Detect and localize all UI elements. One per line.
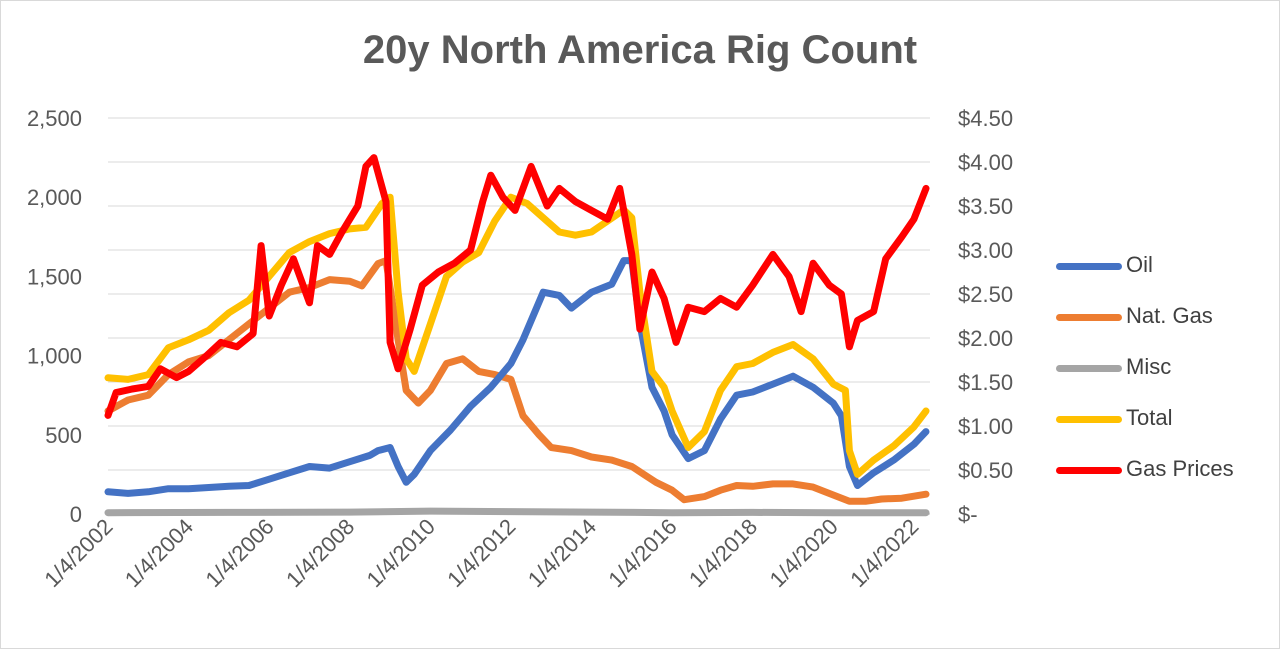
legend-label: Gas Prices: [1126, 456, 1234, 481]
legend-item: Misc: [1056, 354, 1276, 405]
right-tick-label: $1.00: [958, 414, 1013, 439]
legend-item: Gas Prices: [1056, 456, 1276, 507]
left-tick-label: 2,000: [27, 185, 82, 210]
right-tick-label: $0.50: [958, 458, 1013, 483]
legend-item: Nat. Gas: [1056, 303, 1276, 354]
left-axis-ticks: 0 500 1,000 1,500 2,000 2,500: [27, 106, 82, 527]
series-lines: [104, 154, 930, 517]
legend: Oil Nat. Gas Misc Total Gas Prices: [1056, 252, 1276, 507]
right-axis-ticks: $- $0.50 $1.00 $1.50 $2.00 $2.50 $3.00 $3.50 $4.…: [958, 106, 1013, 527]
legend-label: Misc: [1126, 354, 1172, 379]
right-tick-label: $1.50: [958, 370, 1013, 395]
left-tick-label: 500: [45, 423, 82, 448]
gridlines: [108, 117, 930, 515]
legend-label: Oil: [1126, 252, 1153, 277]
x-tick-label: 1/4/2012: [442, 514, 520, 592]
series-line-oil: [104, 257, 930, 497]
left-tick-label: 1,500: [27, 264, 82, 289]
right-tick-label: $2.00: [958, 326, 1013, 351]
legend-label: Nat. Gas: [1126, 303, 1213, 328]
series-line-misc: [104, 507, 930, 517]
legend-swatch: [1056, 365, 1122, 372]
x-tick-label: 1/4/2014: [523, 514, 601, 592]
x-tick-label: 1/4/2006: [200, 514, 278, 592]
series-line-gas-prices: [104, 154, 930, 419]
chart-title: 20y North America Rig Count: [362, 28, 918, 72]
right-tick-label: $4.50: [958, 106, 1013, 131]
x-tick-label: 1/4/2022: [845, 514, 923, 592]
right-tick-label: $3.50: [958, 194, 1013, 219]
right-tick-label: $4.00: [958, 150, 1013, 175]
x-tick-label: 1/4/2020: [765, 514, 843, 592]
legend-swatch: [1056, 416, 1122, 423]
x-tick-label: 1/4/2016: [603, 514, 681, 592]
x-tick-label: 1/4/2008: [281, 514, 359, 592]
legend-label: Total: [1126, 405, 1173, 430]
legend-swatch: [1056, 467, 1122, 474]
left-tick-label: 0: [70, 502, 82, 527]
x-tick-label: 1/4/2010: [362, 514, 440, 592]
left-tick-label: 1,000: [27, 344, 82, 369]
legend-swatch: [1056, 314, 1122, 321]
series-line-total: [104, 193, 930, 478]
legend-swatch: [1056, 263, 1122, 270]
x-axis-ticks: 1/4/2002 1/4/2004 1/4/2006 1/4/2008 1/4/2010…: [39, 514, 923, 592]
left-tick-label: 2,500: [27, 106, 82, 131]
right-tick-label: $-: [958, 502, 978, 527]
x-tick-label: 1/4/2004: [120, 514, 198, 592]
legend-item: Total: [1056, 405, 1276, 456]
right-tick-label: $3.00: [958, 238, 1013, 263]
legend-item: Oil: [1056, 252, 1276, 303]
right-tick-label: $2.50: [958, 282, 1013, 307]
x-tick-label: 1/4/2018: [684, 514, 762, 592]
